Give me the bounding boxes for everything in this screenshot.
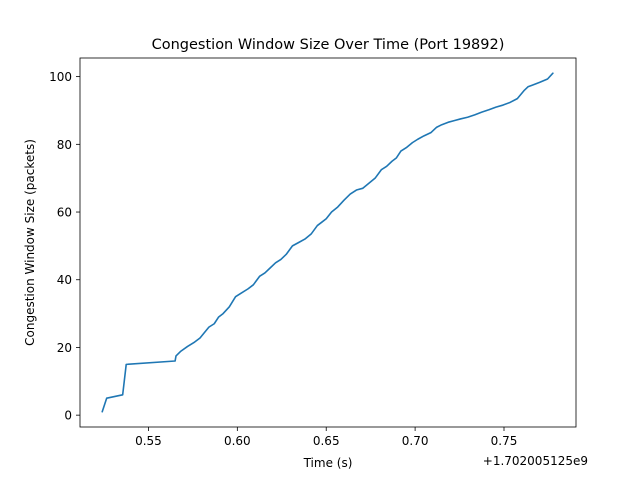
plot-frame: [79, 57, 577, 428]
y-tick-label: 60: [57, 206, 72, 220]
x-tick-label: 0.70: [402, 434, 429, 448]
chart-title: Congestion Window Size Over Time (Port 1…: [152, 37, 505, 53]
series-line: [101, 72, 554, 413]
x-tick-label: 0.55: [135, 434, 162, 448]
y-axis-title: Congestion Window Size (packets): [23, 139, 37, 346]
y-tick-label: 80: [57, 138, 72, 152]
y-tick-label: 20: [57, 341, 72, 355]
x-tick-label: 0.65: [313, 434, 340, 448]
ticks-layer: 0.55 0.60 0.65 0.70 0.75 0 20 40 60 80 100: [49, 70, 517, 448]
y-tick-label: 100: [49, 70, 72, 84]
x-tick-label: 0.60: [224, 434, 251, 448]
x-axis-title: Time (s): [303, 456, 353, 470]
y-tick-label: 40: [57, 273, 72, 287]
y-tick-label: 0: [64, 409, 72, 423]
x-axis-offset-label: +1.702005125e9: [483, 454, 588, 468]
x-tick-label: 0.75: [491, 434, 518, 448]
